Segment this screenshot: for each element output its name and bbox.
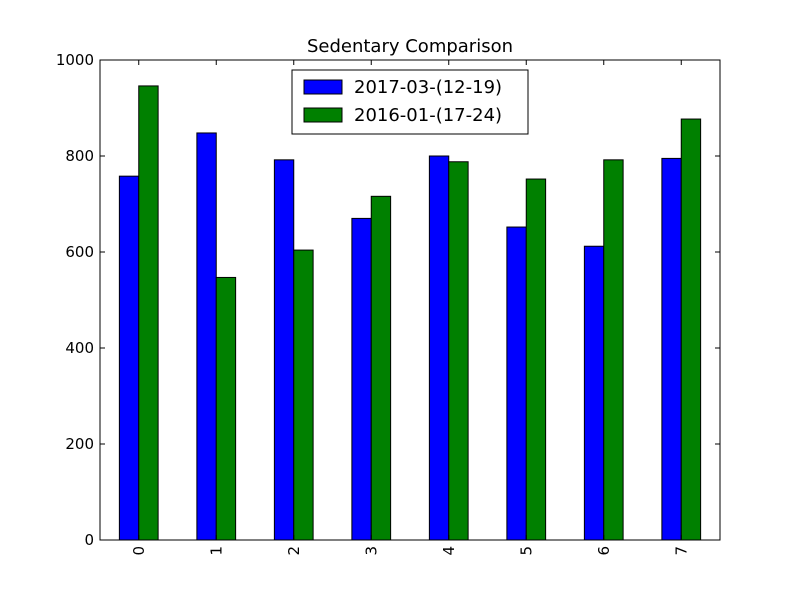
bar-2017-03-(12-19)-0 — [118, 175, 140, 541]
x-tick-label: 6 — [595, 546, 613, 556]
x-tick-label: 2 — [285, 546, 303, 556]
x-tick-label: 1 — [207, 546, 225, 556]
bar-2016-01-(17-24)-6 — [603, 159, 624, 541]
bar-2017-03-(12-19)-4 — [428, 155, 450, 541]
bar-2017-03-(12-19)-3 — [351, 217, 372, 541]
bars-group — [118, 85, 702, 541]
bar-2016-01-(17-24)-7 — [680, 118, 702, 541]
y-tick-label: 0 — [84, 531, 94, 549]
y-tick-label: 1000 — [56, 51, 94, 69]
bar-2017-03-(12-19)-1 — [196, 132, 217, 541]
bar-2017-03-(12-19)-6 — [583, 245, 605, 541]
bar-2017-03-(12-19)-5 — [506, 226, 527, 541]
x-tick-label: 0 — [130, 546, 148, 556]
legend-label: 2016-01-(17-24) — [354, 105, 502, 126]
x-tick-label: 3 — [362, 546, 380, 556]
legend-label: 2017-03-(12-19) — [354, 77, 502, 98]
y-tick-label: 400 — [65, 339, 94, 357]
x-tick-label: 4 — [440, 546, 458, 556]
bar-2016-01-(17-24)-5 — [525, 178, 547, 541]
chart-title: Sedentary Comparison — [307, 36, 513, 57]
y-tick-label: 800 — [65, 147, 94, 165]
x-tick-label: 5 — [517, 546, 535, 556]
x-tick-label: 7 — [672, 546, 690, 556]
x-axis: 0 1 2 3 4 5 6 7 — [130, 60, 690, 556]
legend-swatch — [303, 107, 343, 123]
bar-2017-03-(12-19)-7 — [661, 157, 682, 541]
y-axis: 0 200 400 600 800 1000 — [56, 51, 720, 549]
y-tick-label: 600 — [65, 243, 94, 261]
plot-frame — [99, 59, 721, 541]
bar-2016-01-(17-24)-4 — [448, 161, 469, 541]
bar-2016-01-(17-24)-0 — [138, 85, 159, 541]
bar-2016-01-(17-24)-3 — [370, 195, 392, 541]
bar-2016-01-(17-24)-1 — [215, 276, 237, 541]
y-tick-label: 200 — [65, 435, 94, 453]
bar-2016-01-(17-24)-2 — [293, 249, 314, 541]
bar-2017-03-(12-19)-2 — [273, 159, 295, 541]
legend: 2017-03-(12-19) 2016-01-(17-24) — [291, 69, 529, 135]
legend-swatch — [303, 79, 343, 95]
